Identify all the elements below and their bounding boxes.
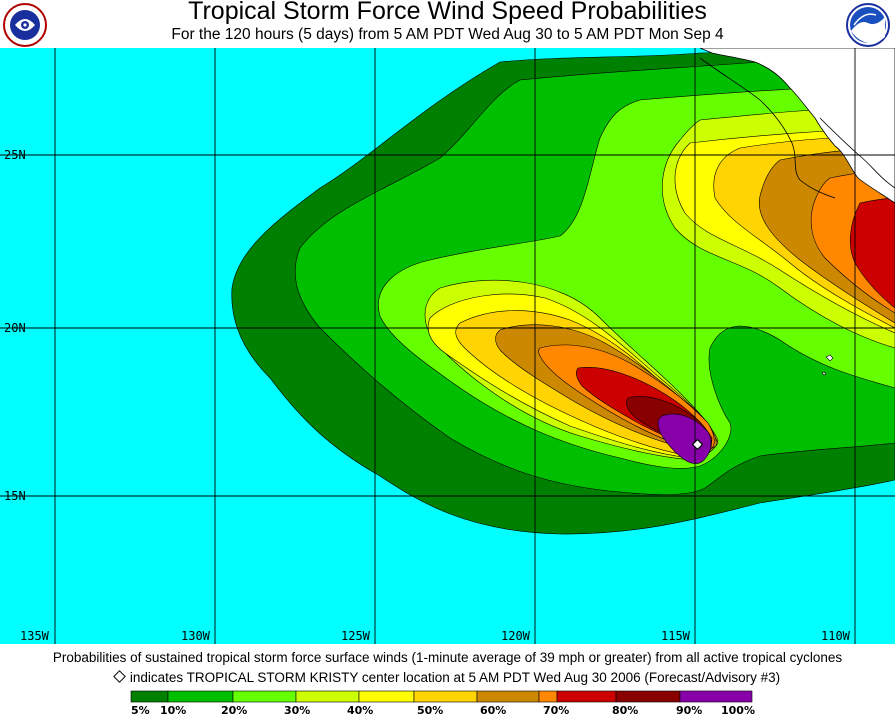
legend-label: 100% (721, 704, 755, 717)
legend-label: 5% (131, 704, 150, 717)
legend-swatch-20 (233, 691, 296, 702)
legend-label: 10% (160, 704, 186, 717)
legend-swatch-40 (359, 691, 414, 702)
lon-label-120w: 120W (501, 629, 531, 643)
lon-label-110w: 110W (821, 629, 851, 643)
legend-swatch-10 (168, 691, 233, 702)
legend-label: 50% (417, 704, 443, 717)
legend-label: 90% (676, 704, 702, 717)
legend-label: 70% (543, 704, 569, 717)
legend: 5% 10% 20% 30% 40% 50% 60% 70% 80% 90% 1… (0, 690, 895, 716)
diamond-icon (113, 670, 126, 683)
legend-label: 30% (284, 704, 310, 717)
legend-label: 40% (347, 704, 373, 717)
page-title: Tropical Storm Force Wind Speed Probabil… (0, 0, 895, 26)
page-subtitle: For the 120 hours (5 days) from 5 AM PDT… (0, 26, 895, 44)
lon-label-125w: 125W (341, 629, 371, 643)
legend-label: 60% (480, 704, 506, 717)
lon-label-115w: 115W (661, 629, 691, 643)
legend-swatch-70 (557, 691, 616, 702)
header: Tropical Storm Force Wind Speed Probabil… (0, 0, 895, 48)
legend-swatch-65 (539, 691, 557, 702)
legend-label: 20% (221, 704, 247, 717)
noaa-logo-icon (846, 3, 890, 47)
lat-label-15n: 15N (4, 489, 26, 503)
legend-swatch-30 (296, 691, 359, 702)
footer: Probabilities of sustained tropical stor… (0, 644, 895, 716)
lon-label-130w: 130W (181, 629, 211, 643)
lat-label-25n: 25N (4, 148, 26, 162)
legend-color-bar (0, 690, 895, 704)
legend-label: 80% (612, 704, 638, 717)
footer-storm-text: indicates TROPICAL STORM KRISTY center l… (130, 670, 780, 685)
legend-swatch-80 (616, 691, 680, 702)
footer-description: Probabilities of sustained tropical stor… (0, 650, 895, 665)
probability-map: 25N 20N 15N 135W 130W 125W 120W 115W 110… (0, 48, 895, 644)
legend-swatch-60 (477, 691, 539, 702)
footer-storm-note: indicates TROPICAL STORM KRISTY center l… (0, 670, 895, 685)
lat-label-20n: 20N (4, 321, 26, 335)
legend-swatch-90 (680, 691, 752, 702)
legend-swatch-50 (414, 691, 477, 702)
legend-swatch-5 (131, 691, 168, 702)
lon-label-135w: 135W (20, 629, 50, 643)
